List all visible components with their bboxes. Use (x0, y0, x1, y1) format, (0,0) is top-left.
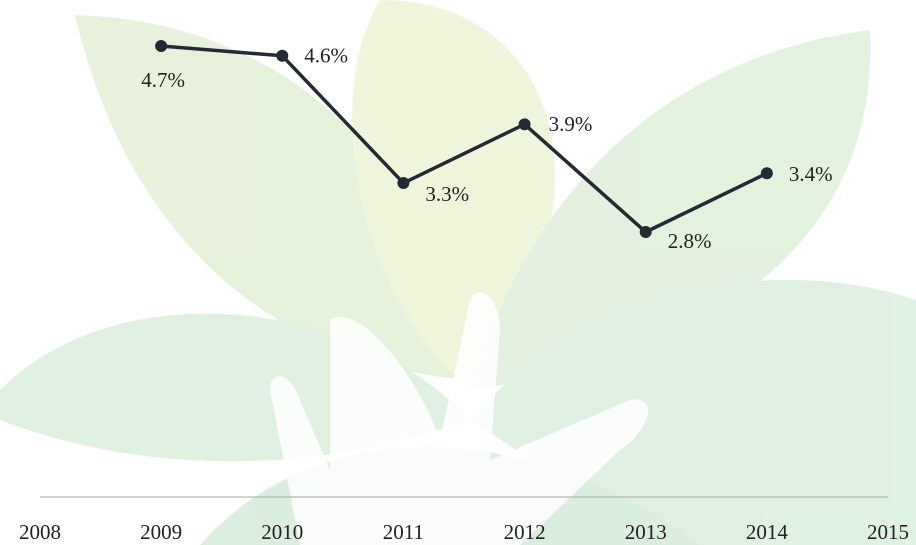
point (155, 40, 167, 52)
data-label: 2.8% (668, 229, 712, 253)
data-label: 3.9% (549, 112, 593, 136)
x-tick-label: 2010 (261, 520, 303, 544)
point (397, 177, 409, 189)
x-tick-label: 2009 (140, 520, 182, 544)
point (519, 118, 531, 130)
x-tick-label: 2015 (867, 520, 909, 544)
x-tick-label: 2013 (625, 520, 667, 544)
data-label: 4.7% (141, 68, 185, 92)
point (761, 167, 773, 179)
data-label: 4.6% (304, 44, 348, 68)
x-tick-label: 2008 (19, 520, 61, 544)
data-label: 3.3% (425, 182, 469, 206)
point (276, 50, 288, 62)
x-tick-label: 2014 (746, 520, 789, 544)
point (640, 226, 652, 238)
x-tick-label: 2012 (504, 520, 546, 544)
chart: 2008 2009 2010 2011 2012 2013 2014 2015 4.7% 4.6%… (0, 0, 916, 545)
x-tick-label: 2011 (383, 520, 424, 544)
data-label: 3.4% (789, 162, 833, 186)
background (0, 0, 916, 545)
